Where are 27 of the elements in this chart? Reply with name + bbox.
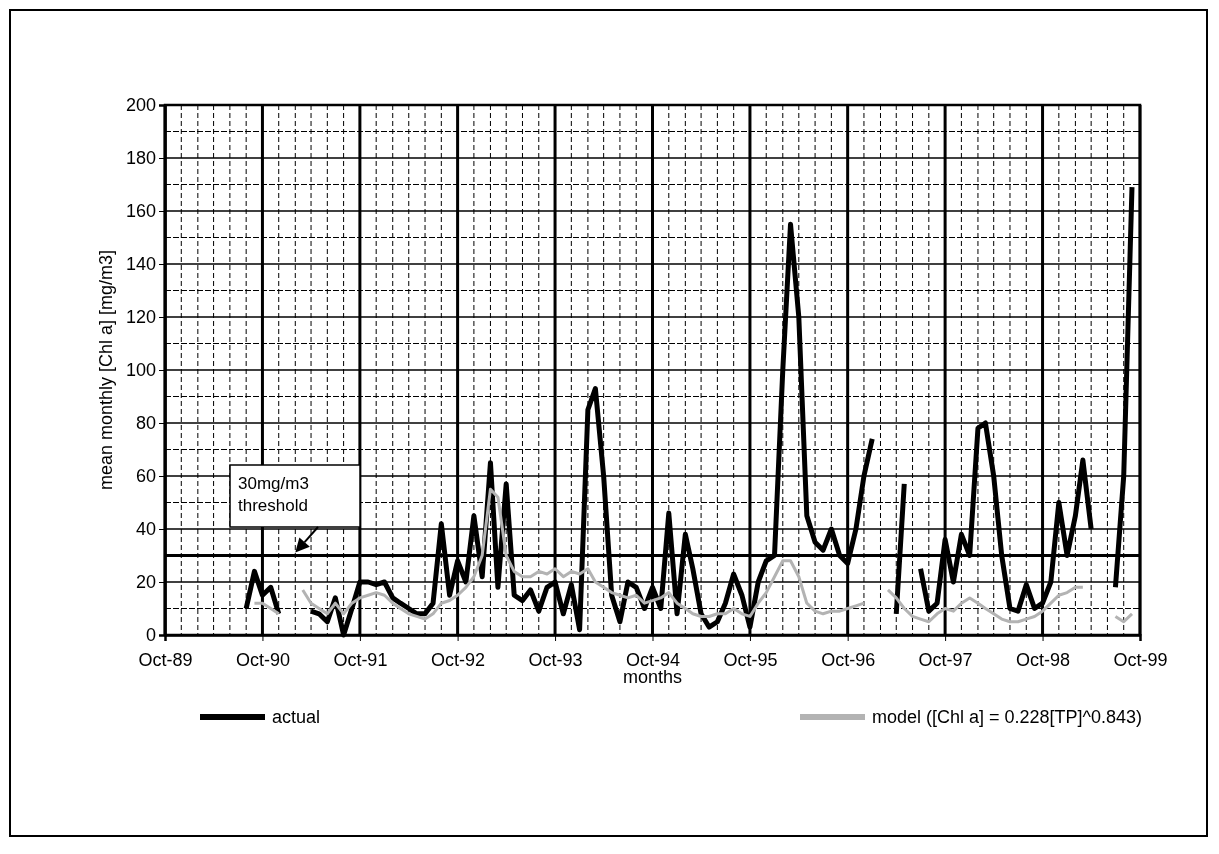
y-axis-title: mean monthly [Chl a] [mg/m3] xyxy=(96,249,116,491)
x-tick-label: Oct-95 xyxy=(723,649,778,670)
x-tick-label: Oct-96 xyxy=(821,649,876,670)
x-tick-label: Oct-89 xyxy=(138,649,193,670)
x-tick-label: Oct-94 xyxy=(625,649,681,670)
legend-label: actual xyxy=(272,707,321,727)
x-tick-label: Oct-99 xyxy=(1113,649,1168,670)
x-tick-label: Oct-97 xyxy=(918,649,973,670)
x-tick-label: Oct-91 xyxy=(333,649,388,670)
y-tick-label: 0 xyxy=(145,625,156,646)
y-tick-label: 120 xyxy=(125,307,156,328)
y-tick-label: 140 xyxy=(125,254,156,275)
y-tick-label: 20 xyxy=(135,572,156,593)
y-tick-label: 100 xyxy=(125,360,156,381)
annotation: 30mg/m3 threshold xyxy=(238,474,309,515)
x-tick-label: Oct-98 xyxy=(1016,649,1071,670)
x-axis-title: months xyxy=(622,667,683,687)
legend-label: model ([Chl a] = 0.228[TP]^0.843) xyxy=(872,707,1143,727)
y-tick-label: 200 xyxy=(125,95,156,116)
x-tick-label: Oct-93 xyxy=(528,649,583,670)
y-tick-label: 60 xyxy=(135,466,156,487)
x-tick-label: Oct-90 xyxy=(235,649,290,670)
y-tick-label: 80 xyxy=(135,413,156,434)
y-tick-label: 180 xyxy=(125,148,156,169)
y-tick-label: 160 xyxy=(125,201,156,222)
y-tick-label: 40 xyxy=(135,519,156,540)
x-tick-label: Oct-92 xyxy=(431,649,486,670)
